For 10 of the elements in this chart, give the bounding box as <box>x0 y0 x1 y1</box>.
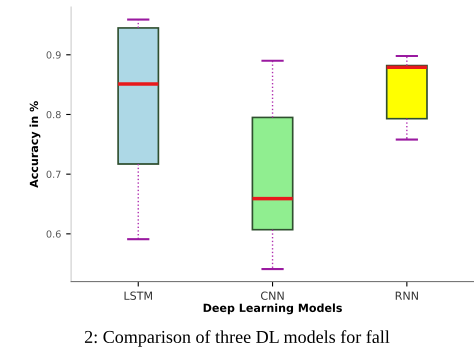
x-axis-title: Deep Learning Models <box>204 303 342 314</box>
y-tick-label: 0.6 <box>46 230 61 238</box>
x-tick-label: LSTM <box>124 292 152 300</box>
x-tick-label: CNN <box>260 292 284 300</box>
y-tick-label: 0.9 <box>46 51 61 59</box>
y-tick-label: 0.7 <box>46 170 61 178</box>
y-axis-title: Accuracy in % <box>30 101 40 188</box>
x-tick-label: RNN <box>396 292 418 300</box>
y-tick-label: 0.8 <box>46 110 61 118</box>
text: 2: Comparison of three DL models for fall <box>84 330 390 347</box>
